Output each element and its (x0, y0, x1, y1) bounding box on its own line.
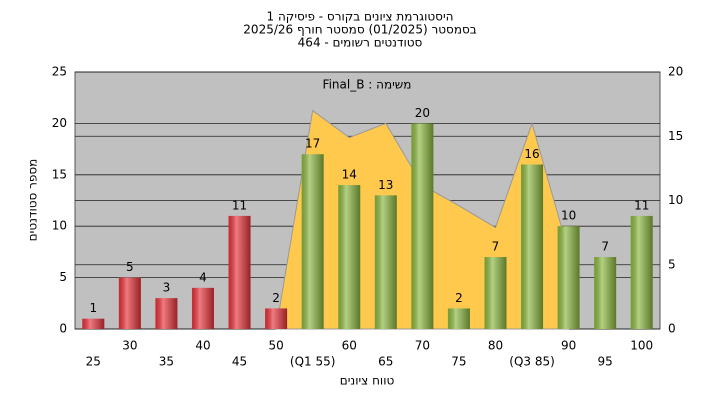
x-tick-label: 50 (268, 339, 283, 353)
value-label: 11 (634, 198, 649, 212)
bar-shade (155, 298, 178, 329)
value-label: 2 (455, 291, 463, 305)
bar-shade (301, 154, 324, 329)
y2-tick-label: 20 (668, 65, 683, 79)
chart-title: היסטוגרמת ציונים בקורס - פיסיקה 1 (267, 10, 454, 24)
x-tick-label: 90 (561, 339, 576, 353)
chart-subtitle: סטודנטים רשומים - 464 (298, 36, 423, 50)
x-tick-label: (Q3 85) (509, 355, 555, 369)
value-label: 16 (524, 147, 539, 161)
y2-tick-label: 15 (668, 129, 683, 143)
x-tick-label: 35 (159, 355, 174, 369)
chart-subtitle: בסמסטר (01/2025) סמסטר חורף 2025/26 (243, 23, 476, 37)
value-label: 3 (163, 281, 171, 295)
bar-shade (82, 318, 105, 329)
bar-shade (411, 123, 434, 330)
bar-shade (630, 215, 653, 329)
y2-tick-label: 0 (668, 322, 676, 336)
value-label: 1 (89, 301, 97, 315)
y-tick-label: 20 (52, 116, 67, 130)
x-tick-label: 95 (598, 355, 613, 369)
bar-shade (374, 195, 397, 329)
bar-shade (228, 215, 251, 329)
value-label: 7 (492, 240, 500, 254)
x-tick-label: (Q1 55) (290, 355, 336, 369)
value-label: 7 (601, 240, 609, 254)
x-axis-label: טווח ציונים (340, 374, 395, 388)
bar-shade (191, 287, 214, 329)
y2-tick-label: 10 (668, 193, 683, 207)
y-tick-label: 10 (52, 219, 67, 233)
bar-shade (338, 185, 361, 329)
y-tick-label: 15 (52, 167, 67, 181)
bar-shade (557, 226, 580, 329)
x-tick-label: 25 (86, 355, 101, 369)
x-tick-label: 65 (378, 355, 393, 369)
value-label: 17 (305, 137, 320, 151)
x-tick-label: 60 (342, 339, 357, 353)
x-tick-label: 30 (122, 339, 137, 353)
annotation: Final_B : משימה (323, 78, 412, 92)
y-tick-label: 0 (59, 322, 67, 336)
value-label: 13 (378, 178, 393, 192)
y-tick-label: 5 (59, 270, 67, 284)
bar-shade (265, 308, 288, 329)
x-tick-label: 70 (415, 339, 430, 353)
value-label: 5 (126, 260, 134, 274)
x-tick-label: 45 (232, 355, 247, 369)
x-tick-label: 80 (488, 339, 503, 353)
bar-shade (118, 277, 141, 329)
value-label: 14 (342, 168, 357, 182)
bar-shade (484, 257, 507, 329)
y-tick-label: 25 (52, 65, 67, 79)
bar-shade (521, 164, 544, 329)
x-tick-label: 40 (195, 339, 210, 353)
x-tick-label: 75 (451, 355, 466, 369)
value-label: 2 (272, 291, 280, 305)
x-tick-label: 100 (630, 339, 653, 353)
y-axis-label: מספר סטודנטים (26, 159, 40, 242)
value-label: 20 (415, 106, 430, 120)
bar-shade (594, 257, 617, 329)
bar-shade (447, 308, 470, 329)
y2-tick-label: 5 (668, 257, 676, 271)
value-label: 10 (561, 209, 576, 223)
value-label: 4 (199, 270, 207, 284)
value-label: 11 (232, 198, 247, 212)
